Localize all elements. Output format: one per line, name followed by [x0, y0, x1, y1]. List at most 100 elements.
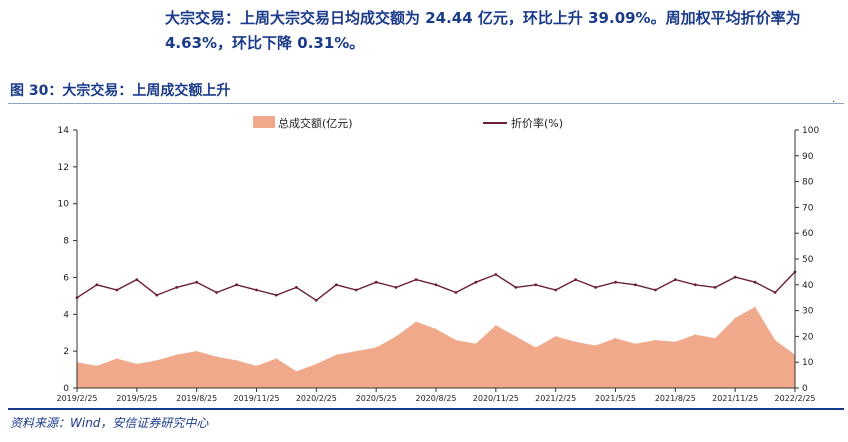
volume-point	[575, 341, 577, 343]
volume-point	[634, 343, 637, 345]
discount-point	[713, 286, 717, 289]
discount-point	[354, 288, 358, 292]
right-tick-label: 90	[802, 152, 814, 162]
discount-point	[514, 286, 518, 289]
right-tick-label: 30	[802, 307, 814, 317]
volume-point	[714, 337, 716, 339]
x-tick-label: 2020/2/25	[296, 394, 337, 403]
volume-point	[694, 334, 696, 336]
x-tick-label: 2022/2/25	[774, 394, 815, 403]
title-divider	[8, 103, 844, 104]
volume-point	[495, 324, 497, 326]
discount-point	[594, 286, 597, 289]
x-tick-label: 2019/8/25	[176, 394, 217, 403]
left-tick-label: 4	[63, 310, 69, 320]
x-tick-label: 2019/11/25	[233, 394, 279, 403]
right-tick-label: 40	[802, 281, 814, 291]
x-tick-label: 2020/8/25	[415, 394, 456, 403]
volume-point	[255, 365, 258, 367]
figure-title: 图 30：大宗交易：上周成交额上升	[10, 83, 231, 99]
discount-point	[494, 273, 498, 276]
volume-point	[375, 346, 377, 349]
volume-point	[335, 354, 337, 356]
discount-point	[314, 298, 318, 302]
left-tick-label: 8	[63, 237, 69, 247]
discount-point	[773, 291, 777, 294]
volume-point	[654, 339, 657, 341]
right-tick-label: 70	[802, 203, 814, 213]
x-tick-label: 2020/11/25	[473, 394, 519, 403]
x-tick-label: 2019/5/25	[116, 394, 157, 403]
volume-point	[96, 365, 98, 367]
discount-point	[155, 293, 159, 297]
volume-point	[355, 350, 357, 352]
right-tick-label: 10	[802, 358, 814, 368]
right-tick-label: 100	[802, 126, 819, 136]
discount-point	[135, 278, 139, 281]
discount-point	[95, 283, 99, 287]
x-tick-label: 2021/11/25	[712, 394, 758, 403]
x-tick-label: 2021/8/25	[655, 394, 696, 403]
right-tick-label: 50	[802, 255, 814, 265]
discount-point	[434, 283, 438, 287]
left-tick-label: 12	[58, 163, 69, 173]
x-tick-label: 2019/2/25	[56, 394, 97, 403]
source-note: 资料来源：Wind，安信证券研究中心	[10, 416, 209, 430]
discount-point	[195, 280, 199, 284]
discount-point	[554, 288, 558, 292]
volume-point	[236, 359, 238, 361]
discount-point	[634, 283, 637, 287]
footer-divider	[8, 408, 844, 410]
volume-point	[395, 335, 397, 337]
legend-area-swatch	[253, 116, 275, 128]
volume-point	[555, 335, 557, 337]
right-tick-label: 0	[802, 384, 808, 394]
discount-point	[454, 291, 458, 294]
discount-point	[474, 280, 478, 284]
volume-point	[176, 354, 178, 356]
volume-point	[275, 357, 277, 360]
headline-summary: 大宗交易：上周大宗交易日均成交额为 24.44 亿元，环比上升 39.09%。周…	[165, 9, 801, 52]
volume-point	[475, 343, 477, 345]
discount-point	[753, 280, 757, 284]
discount-point	[394, 286, 398, 289]
right-tick-label: 20	[802, 332, 814, 342]
volume-point	[435, 328, 437, 330]
volume-point	[734, 317, 736, 319]
discount-point	[255, 288, 258, 292]
volume-point	[315, 363, 317, 365]
volume-point	[674, 341, 676, 343]
left-tick-label: 0	[63, 384, 69, 394]
discount-point	[693, 283, 697, 287]
left-tick-label: 6	[63, 273, 69, 283]
right-tick-label: 80	[802, 178, 814, 188]
volume-point	[116, 357, 118, 360]
discount-point	[275, 293, 278, 297]
volume-point	[136, 363, 138, 365]
volume-point	[196, 350, 198, 352]
discount-point	[673, 278, 677, 281]
volume-point	[535, 346, 537, 349]
legend-line-label: 折价率(%)	[511, 116, 563, 130]
left-tick-label: 14	[58, 126, 70, 136]
discount-point	[534, 283, 538, 287]
right-tick-label: 60	[802, 229, 814, 239]
discount-point	[574, 278, 577, 281]
discount-point	[614, 280, 617, 284]
left-tick-label: 10	[58, 200, 70, 210]
discount-point	[414, 278, 418, 281]
volume-point	[295, 370, 297, 372]
volume-point	[774, 339, 776, 341]
discount-point	[295, 286, 298, 289]
corner-mark: .	[832, 94, 836, 105]
volume-point	[614, 337, 617, 339]
volume-point	[216, 356, 218, 358]
volume-point	[515, 335, 517, 337]
volume-point	[754, 306, 756, 308]
x-tick-label: 2021/2/25	[535, 394, 576, 403]
discount-point	[235, 283, 239, 287]
discount-point	[654, 288, 657, 292]
volume-point	[455, 339, 457, 341]
discount-point	[334, 283, 338, 287]
